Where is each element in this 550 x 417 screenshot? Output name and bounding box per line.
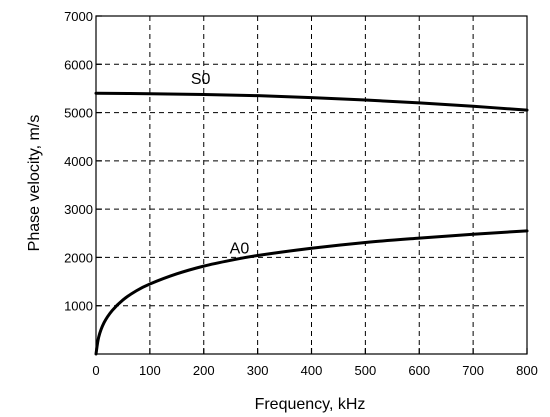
x-tick-label: 200 — [193, 363, 215, 378]
x-tick-label: 100 — [139, 363, 161, 378]
x-tick-label: 500 — [355, 363, 377, 378]
y-tick-label: 1000 — [64, 299, 93, 314]
axis-ticks — [95, 15, 528, 354]
y-tick-label: 7000 — [64, 9, 93, 24]
grid-lines — [96, 16, 527, 354]
x-tick-labels: 0 100 200 300 400 500 600 700 800 — [92, 363, 537, 378]
y-axis-title: Phase velocity, m/s — [26, 115, 43, 252]
x-tick-label: 600 — [408, 363, 430, 378]
series-label-a0: A0 — [230, 240, 250, 257]
x-tick-label: 700 — [462, 363, 484, 378]
x-tick-label: 400 — [301, 363, 323, 378]
y-tick-label: 2000 — [64, 250, 93, 265]
y-tick-label: 6000 — [64, 57, 93, 72]
series-labels: S0 A0 — [191, 71, 249, 257]
plot-frame — [95, 15, 528, 355]
x-tick-label: 0 — [92, 363, 99, 378]
series-line-s0 — [94, 91, 529, 112]
y-tick-label: 4000 — [64, 154, 93, 169]
x-axis-title: Frequency, kHz — [255, 396, 366, 413]
series-lines — [94, 91, 529, 356]
x-tick-label: 800 — [516, 363, 538, 378]
series-label-s0: S0 — [191, 71, 211, 88]
y-tick-labels: 1000 2000 3000 4000 5000 6000 7000 — [64, 9, 93, 314]
y-tick-label: 3000 — [64, 202, 93, 217]
y-tick-label: 5000 — [64, 106, 93, 121]
series-line-a0 — [94, 229, 529, 356]
x-tick-label: 300 — [247, 363, 269, 378]
